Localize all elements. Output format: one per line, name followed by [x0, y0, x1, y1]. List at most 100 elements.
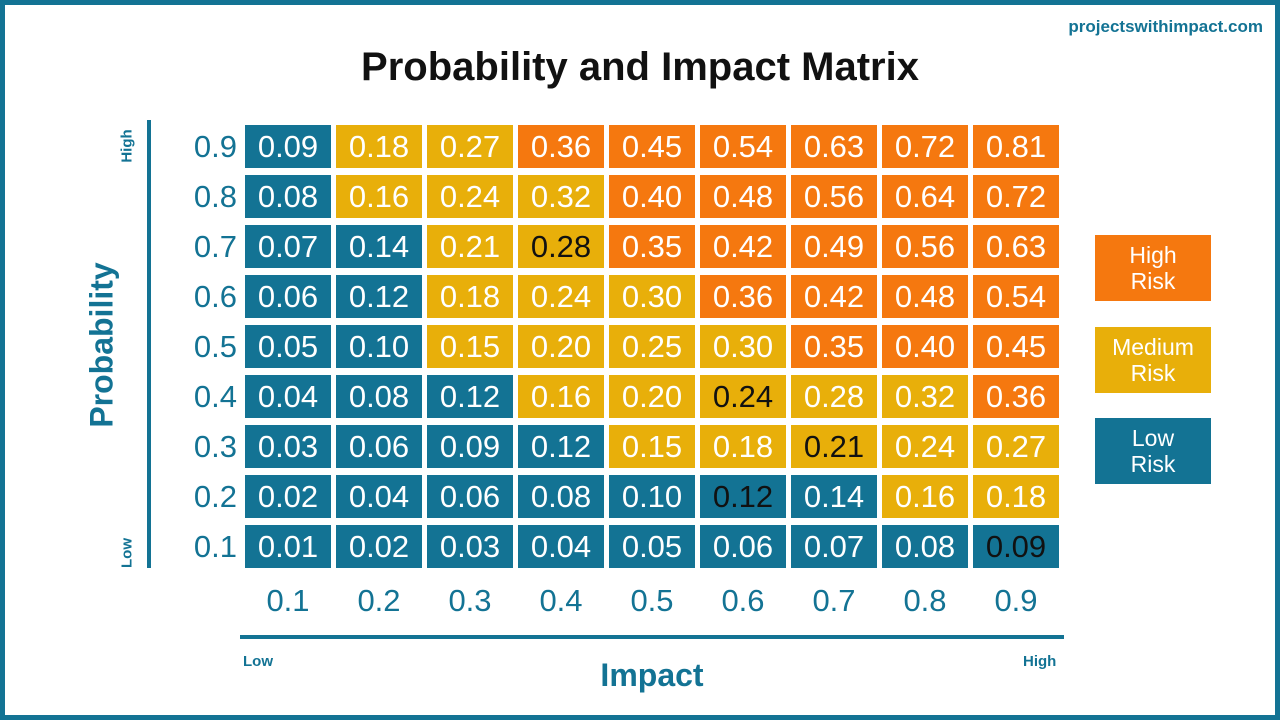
legend-label-line: High	[1129, 242, 1177, 268]
legend-item-l: Low Risk	[1095, 418, 1211, 484]
matrix-cell: 0.42	[700, 225, 786, 268]
matrix-cell: 0.14	[791, 475, 877, 518]
legend-label-line: Risk	[1130, 451, 1176, 477]
matrix-cell: 0.42	[791, 275, 877, 318]
matrix-cell: 0.02	[336, 525, 422, 568]
matrix-cell: 0.48	[882, 275, 968, 318]
matrix-cell: 0.32	[882, 375, 968, 418]
matrix-cell: 0.05	[609, 525, 695, 568]
legend-item-m: Medium Risk	[1095, 327, 1211, 393]
matrix-cell: 0.18	[427, 275, 513, 318]
matrix-cell: 0.81	[973, 125, 1059, 168]
matrix-cell: 0.12	[700, 475, 786, 518]
matrix-cell: 0.06	[427, 475, 513, 518]
matrix-cell: 0.07	[245, 225, 331, 268]
y-tick-label: 0.7	[193, 229, 237, 264]
matrix-cell: 0.72	[882, 125, 968, 168]
matrix-cell: 0.16	[336, 175, 422, 218]
matrix-cell: 0.40	[882, 325, 968, 368]
x-tick-label: 0.5	[630, 583, 674, 618]
matrix-cell: 0.10	[609, 475, 695, 518]
legend-label-line: Risk	[1130, 268, 1176, 294]
matrix-cell: 0.28	[791, 375, 877, 418]
y-tick-label: 0.1	[193, 529, 237, 564]
y-tick-label: 0.8	[193, 179, 237, 214]
matrix-cell: 0.45	[609, 125, 695, 168]
matrix-cell: 0.08	[882, 525, 968, 568]
matrix-cell: 0.15	[427, 325, 513, 368]
matrix-cell: 0.63	[791, 125, 877, 168]
matrix-cell: 0.15	[609, 425, 695, 468]
matrix-cell: 0.48	[700, 175, 786, 218]
matrix-cell: 0.07	[791, 525, 877, 568]
x-axis-line	[240, 635, 1064, 639]
matrix-cell: 0.54	[700, 125, 786, 168]
matrix-cell: 0.12	[336, 275, 422, 318]
y-tick-label: 0.5	[193, 329, 237, 364]
matrix-cell: 0.12	[427, 375, 513, 418]
matrix-cell: 0.49	[791, 225, 877, 268]
x-tick-label: 0.2	[357, 583, 401, 618]
x-tick-label: 0.4	[539, 583, 583, 618]
matrix-cell: 0.30	[700, 325, 786, 368]
matrix-cell: 0.30	[609, 275, 695, 318]
x-tick-label: 0.1	[266, 583, 310, 618]
matrix-cell: 0.24	[700, 375, 786, 418]
x-tick-label: 0.7	[812, 583, 856, 618]
matrix-cell: 0.35	[609, 225, 695, 268]
site-url[interactable]: projectswithimpact.com	[1068, 17, 1263, 36]
x-axis-high-label: High	[1023, 653, 1057, 670]
legend-label-line: Risk	[1130, 360, 1176, 386]
matrix-cell: 0.04	[336, 475, 422, 518]
matrix-cell: 0.36	[518, 125, 604, 168]
matrix-cell: 0.54	[973, 275, 1059, 318]
matrix-cell: 0.14	[336, 225, 422, 268]
matrix-cell: 0.18	[336, 125, 422, 168]
matrix-cell: 0.09	[973, 525, 1059, 568]
y-axis-high-label: High	[118, 129, 136, 163]
matrix-cell: 0.27	[973, 425, 1059, 468]
matrix-cell: 0.36	[700, 275, 786, 318]
matrix-cell: 0.03	[245, 425, 331, 468]
y-tick-label: 0.4	[193, 379, 237, 414]
matrix-cell: 0.16	[518, 375, 604, 418]
x-axis-title: Impact	[600, 657, 704, 693]
matrix-cell: 0.08	[336, 375, 422, 418]
matrix-cell: 0.63	[973, 225, 1059, 268]
matrix-cell: 0.25	[609, 325, 695, 368]
matrix-cell: 0.32	[518, 175, 604, 218]
matrix-cell: 0.08	[245, 175, 331, 218]
matrix-cell: 0.72	[973, 175, 1059, 218]
matrix-cell: 0.01	[245, 525, 331, 568]
matrix-cell: 0.24	[518, 275, 604, 318]
matrix-cell: 0.08	[518, 475, 604, 518]
matrix-cell: 0.04	[245, 375, 331, 418]
x-axis-low-label: Low	[243, 653, 273, 670]
matrix-cell: 0.02	[245, 475, 331, 518]
matrix-cell: 0.36	[973, 375, 1059, 418]
y-tick-label: 0.3	[193, 429, 237, 464]
matrix-cell: 0.27	[427, 125, 513, 168]
matrix-cell: 0.16	[882, 475, 968, 518]
matrix-cell: 0.45	[973, 325, 1059, 368]
matrix-cell: 0.09	[427, 425, 513, 468]
matrix-cell: 0.18	[973, 475, 1059, 518]
matrix-cell: 0.24	[427, 175, 513, 218]
y-tick-label: 0.9	[193, 129, 237, 164]
matrix-cell: 0.03	[427, 525, 513, 568]
matrix-cell: 0.18	[700, 425, 786, 468]
matrix-cell: 0.56	[882, 225, 968, 268]
y-axis-line	[147, 120, 151, 568]
matrix-cell: 0.40	[609, 175, 695, 218]
y-axis-title: Probability	[83, 262, 120, 428]
legend-label-line: Medium	[1112, 334, 1194, 360]
y-tick-label: 0.6	[193, 279, 237, 314]
matrix-cell: 0.20	[609, 375, 695, 418]
matrix-cell: 0.06	[700, 525, 786, 568]
matrix-cell: 0.21	[791, 425, 877, 468]
y-tick-label: 0.2	[193, 479, 237, 514]
y-axis-low-label: Low	[118, 538, 136, 568]
matrix-cell: 0.20	[518, 325, 604, 368]
matrix-cell: 0.06	[336, 425, 422, 468]
